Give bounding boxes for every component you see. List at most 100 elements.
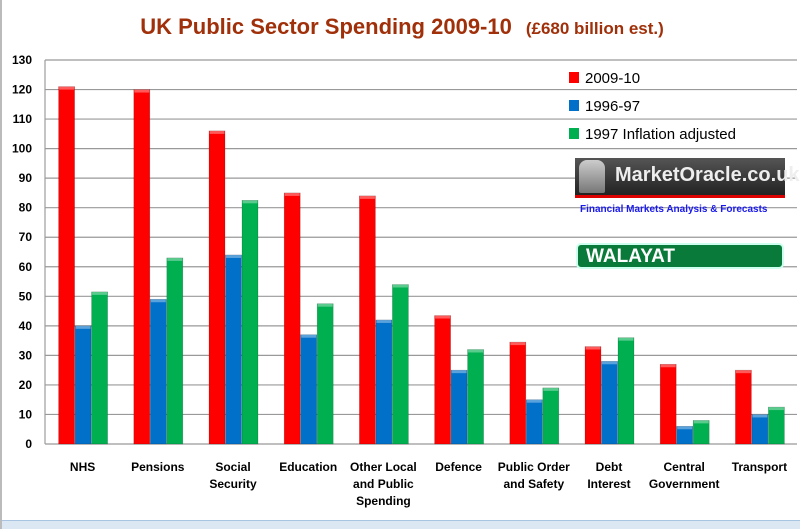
- bar-highlight: [359, 195, 375, 199]
- marketoracle-tagline: Financial Markets Analysis & Forecasts: [580, 204, 768, 215]
- bar-highlight: [677, 426, 693, 430]
- y-tick-label: 100: [12, 142, 32, 156]
- bar-1996-97: [150, 298, 167, 445]
- x-category-label: Debt: [596, 460, 623, 474]
- y-tick-label: 0: [25, 437, 32, 451]
- bar-1996-97: [450, 369, 468, 445]
- walayat-street-logo: WALAYAT STREET .COM: [576, 243, 784, 290]
- bar-1997-inflation-adjusted: [542, 387, 560, 445]
- bar-1996-97: [676, 425, 694, 445]
- title-text: UK Public Sector Spending 2009-10: [140, 14, 512, 39]
- bar-1997-inflation-adjusted: [467, 349, 484, 445]
- y-tick-label: 20: [19, 378, 33, 392]
- y-tick-label: 50: [19, 289, 33, 303]
- legend-swatch: [569, 128, 579, 139]
- bar-highlight: [618, 337, 634, 341]
- y-tick-label: 80: [19, 201, 33, 215]
- bar-highlight: [59, 86, 75, 90]
- x-category-label: Central: [664, 460, 705, 474]
- bottom-border: [2, 520, 800, 529]
- x-category-label: Spending: [356, 494, 411, 508]
- y-tick-label: 60: [19, 260, 33, 274]
- bar-2009-10: [283, 192, 301, 445]
- bar-2009-10: [584, 346, 602, 445]
- bar-2009-10: [359, 195, 376, 445]
- bar-1997-inflation-adjusted: [617, 337, 635, 445]
- legend-label: 2009-10: [585, 70, 640, 87]
- y-tick-label: 10: [19, 407, 33, 421]
- bar-highlight: [585, 346, 601, 350]
- bar-2009-10: [509, 341, 527, 445]
- x-category-label: Pensions: [131, 460, 185, 474]
- y-tick-label: 120: [12, 83, 32, 97]
- bar-highlight: [226, 254, 241, 258]
- bar-highlight: [660, 364, 676, 368]
- walayat-text: WALAYAT STREET: [586, 246, 676, 290]
- bar-highlight: [92, 291, 108, 295]
- y-tick-label: 130: [12, 53, 32, 67]
- x-category-label: Other Local: [350, 460, 417, 474]
- bar-highlight: [451, 370, 467, 374]
- bar-highlight: [75, 325, 91, 329]
- y-tick-label: 90: [19, 171, 33, 185]
- bar-highlight: [376, 319, 392, 323]
- legend-swatch: [569, 72, 579, 83]
- statue-icon: [579, 160, 605, 193]
- x-category-label: Defence: [435, 460, 482, 474]
- bar-highlight: [752, 414, 768, 418]
- bar-2009-10: [133, 89, 151, 445]
- y-tick-label: 110: [13, 112, 33, 126]
- x-category-label: Transport: [732, 460, 787, 474]
- bar-1996-97: [525, 399, 543, 445]
- bar-1997-inflation-adjusted: [768, 406, 785, 445]
- bar-highlight: [301, 334, 317, 338]
- bar-1996-97: [375, 319, 393, 445]
- bar-highlight: [435, 315, 451, 319]
- bar-1996-97: [751, 414, 769, 445]
- bar-highlight: [284, 192, 300, 196]
- x-category-label: Government: [649, 477, 720, 491]
- walayat-suffix: .COM: [666, 277, 691, 287]
- marketoracle-logo: MarketOracle.co.uk: [575, 158, 800, 198]
- x-category-label: and Safety: [503, 477, 564, 491]
- bar-1997-inflation-adjusted: [241, 200, 259, 445]
- legend-swatch: [569, 100, 579, 111]
- bar-1997-inflation-adjusted: [316, 303, 334, 445]
- y-tick-label: 40: [19, 319, 33, 333]
- chart-title: UK Public Sector Spending 2009-10 (£680 b…: [2, 14, 800, 40]
- bar-highlight: [510, 342, 526, 346]
- bar-1996-97: [300, 334, 318, 445]
- x-category-label: Social: [215, 460, 250, 474]
- bar-2009-10: [659, 363, 677, 445]
- bar-1997-inflation-adjusted: [692, 420, 710, 445]
- y-tick-label: 30: [19, 348, 33, 362]
- bar-1996-97: [74, 325, 92, 445]
- bar-highlight: [209, 130, 225, 134]
- bar-highlight: [526, 399, 542, 403]
- bar-highlight: [468, 349, 484, 353]
- legend-label: 1997 Inflation adjusted: [585, 126, 736, 143]
- bar-highlight: [543, 387, 559, 391]
- bar-1997-inflation-adjusted: [392, 284, 409, 445]
- bar-highlight: [392, 284, 408, 288]
- bar-highlight: [150, 299, 166, 303]
- bar-highlight: [242, 200, 258, 204]
- bar-2009-10: [434, 315, 451, 445]
- x-category-label: Interest: [587, 477, 630, 491]
- x-category-label: Public Order: [498, 460, 570, 474]
- bar-1996-97: [601, 360, 618, 445]
- bar-2009-10: [208, 130, 226, 445]
- bar-highlight: [134, 89, 150, 93]
- bar-highlight: [735, 370, 751, 374]
- x-category-label: NHS: [70, 460, 95, 474]
- bar-1997-inflation-adjusted: [166, 257, 184, 445]
- bar-1997-inflation-adjusted: [91, 291, 108, 445]
- bar-1996-97: [225, 254, 242, 445]
- x-category-label: and Public: [353, 477, 414, 491]
- bar-highlight: [167, 257, 183, 261]
- bar-highlight: [602, 361, 617, 365]
- x-category-label: Security: [209, 477, 257, 491]
- x-category-label: Education: [279, 460, 337, 474]
